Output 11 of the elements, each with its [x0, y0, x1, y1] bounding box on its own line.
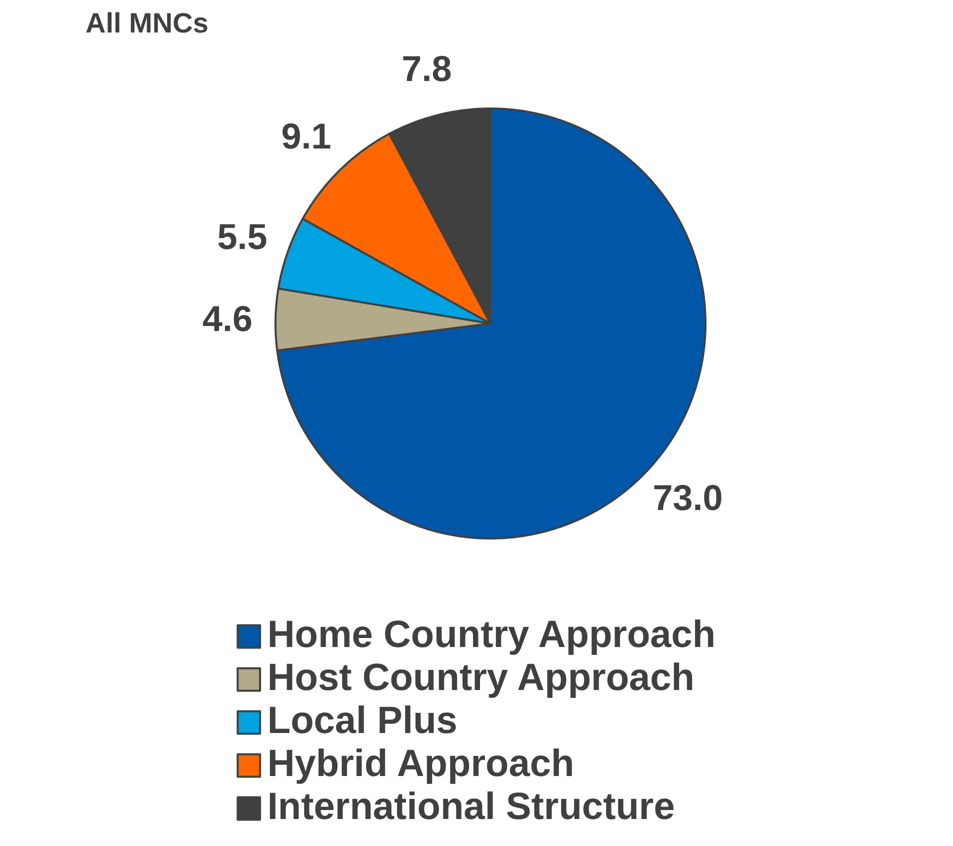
legend-label: Host Country Approach: [267, 657, 695, 700]
data-label: 4.6: [202, 298, 253, 340]
data-label: 7.8: [402, 48, 452, 89]
legend-label: Home Country Approach: [267, 614, 716, 657]
data-label: 5.5: [217, 216, 268, 258]
data-label: 73.0: [652, 476, 723, 518]
data-label: 9.1: [281, 115, 332, 156]
legend-label: Hybrid Approach: [267, 743, 574, 786]
legend-label: International Structure: [267, 786, 675, 829]
legend-label: Local Plus: [267, 700, 458, 743]
chart-title: All MNCs: [86, 8, 208, 38]
